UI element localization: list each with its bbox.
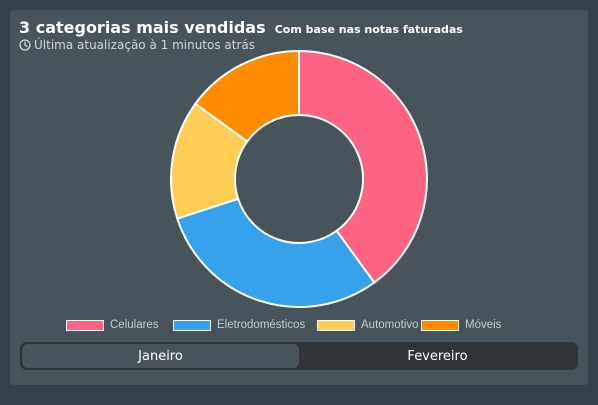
legend-item[interactable]: Móveis xyxy=(421,315,501,335)
legend-item[interactable]: Celulares xyxy=(66,315,159,335)
chart-legend: Celulares Eletrodomésticos Automotivo Móvei… xyxy=(10,315,588,335)
last-update-text: Última atualização à 1 minutos atrás xyxy=(34,38,256,52)
month-toggle: Janeiro Fevereiro xyxy=(20,342,578,370)
slice-eletrodomesticos[interactable] xyxy=(176,197,376,308)
chart-subtitle: Com base nas notas faturadas xyxy=(274,23,463,36)
legend-swatch xyxy=(421,319,459,331)
legend-label: Automotivo xyxy=(361,319,419,331)
clock-icon xyxy=(19,39,31,51)
slice-moveis[interactable] xyxy=(194,49,300,143)
slice-celulares[interactable] xyxy=(298,49,428,284)
legend-swatch xyxy=(317,319,355,331)
tab-janeiro[interactable]: Janeiro xyxy=(22,344,299,368)
legend-label: Móveis xyxy=(465,319,502,331)
legend-label: Celulares xyxy=(110,319,159,331)
legend-swatch xyxy=(173,319,211,331)
last-update: Última atualização à 1 minutos atrás xyxy=(19,38,255,52)
legend-item[interactable]: Automotivo xyxy=(317,315,419,335)
tab-fevereiro[interactable]: Fevereiro xyxy=(407,348,468,364)
legend-label: Eletrodomésticos xyxy=(217,319,306,331)
legend-swatch xyxy=(66,319,104,331)
chart-title: 3 categorias mais vendidas xyxy=(19,18,266,37)
doughnut-chart xyxy=(170,49,428,308)
title-row: 3 categorias mais vendidas Com base nas … xyxy=(19,18,463,37)
legend-item[interactable]: Eletrodomésticos xyxy=(173,315,305,335)
chart-card: 3 categorias mais vendidas Com base nas … xyxy=(10,10,588,385)
